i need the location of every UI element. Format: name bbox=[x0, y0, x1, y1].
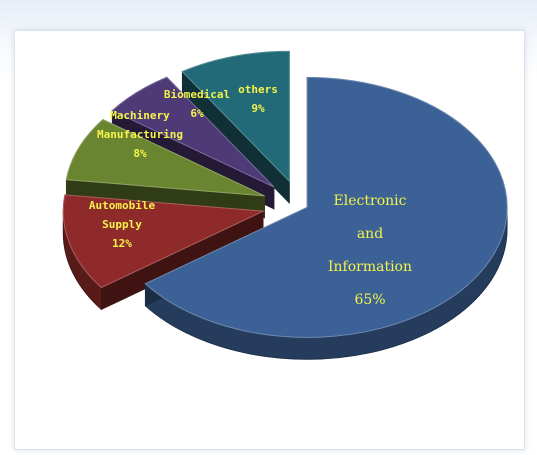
slice-label: Automobile Supply 12% bbox=[89, 199, 156, 250]
pie-slices bbox=[62, 50, 508, 360]
slice-label-line: 9% bbox=[251, 102, 265, 115]
pie-slice bbox=[62, 194, 266, 311]
slice-label: Machinery Manufacturing 8% bbox=[97, 109, 183, 160]
slice-label-line: Machinery bbox=[110, 109, 170, 122]
slice-label-line: Information bbox=[328, 259, 412, 275]
slice-label-line: and bbox=[357, 226, 383, 242]
slice-label-line: 6% bbox=[190, 107, 204, 120]
pie-slice bbox=[181, 50, 290, 205]
slice-labels: Electronic and Information 65% Automobile Sup… bbox=[89, 83, 412, 308]
pie-slice bbox=[144, 76, 508, 360]
slice-label-line: 8% bbox=[133, 147, 147, 160]
slice-label-line: Automobile bbox=[89, 199, 156, 212]
pie-slice bbox=[65, 118, 265, 219]
slice-label: Electronic and Information 65% bbox=[328, 193, 412, 308]
slice-label-line: Supply bbox=[102, 218, 142, 231]
slice-label-line: Manufacturing bbox=[97, 128, 183, 141]
slice-label-line: 12% bbox=[112, 237, 132, 250]
slice-label-line: Electronic bbox=[334, 193, 407, 209]
slice-label: others 9% bbox=[238, 83, 278, 115]
slice-label-line: 65% bbox=[354, 292, 385, 308]
slice-label-line: Biomedical bbox=[164, 88, 230, 101]
slice-label-line: others bbox=[238, 83, 278, 96]
slice-label: Biomedical 6% bbox=[164, 88, 230, 120]
